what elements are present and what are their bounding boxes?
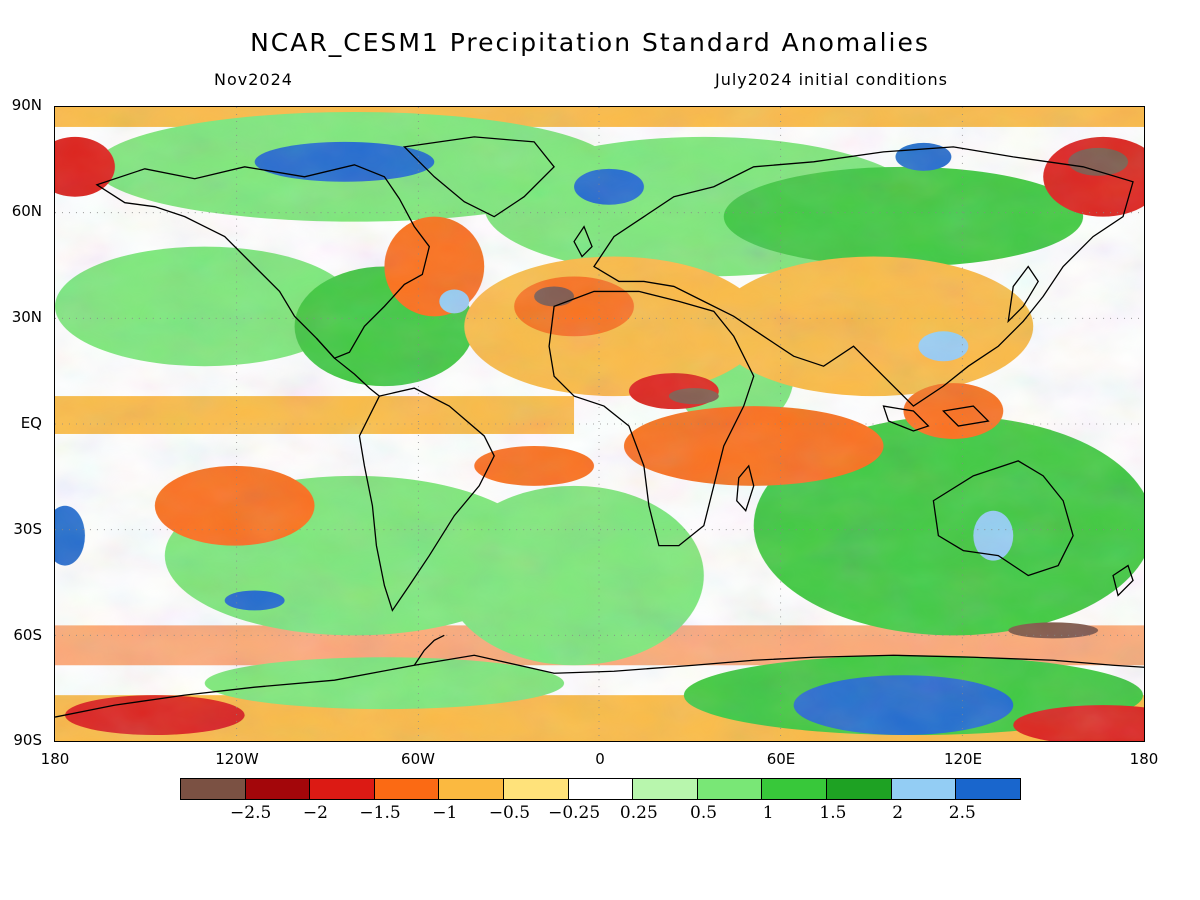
colorbar-swatch bbox=[181, 779, 246, 799]
lat-label-30n: 30N bbox=[11, 308, 42, 326]
lon-label-180w: 180 bbox=[40, 750, 70, 768]
colorbar-swatch bbox=[245, 779, 311, 799]
colorbar-swatch bbox=[891, 779, 957, 799]
colorbar-swatch bbox=[504, 779, 569, 799]
colorbar-tick-label: 2.5 bbox=[948, 803, 976, 823]
lat-label-90s: 90S bbox=[13, 731, 42, 749]
chart-title: NCAR_CESM1 Precipitation Standard Anomal… bbox=[250, 28, 930, 57]
colorbar-swatch bbox=[568, 779, 634, 799]
lon-label-120w: 120W bbox=[215, 750, 259, 768]
lon-label-60w: 60W bbox=[401, 750, 435, 768]
colorbar-swatch bbox=[439, 779, 505, 799]
colorbar-tick-label: 0.25 bbox=[619, 803, 658, 823]
colorbar-swatch bbox=[633, 779, 698, 799]
map-canvas bbox=[55, 107, 1144, 741]
noise-texture bbox=[55, 107, 1144, 741]
forecast-month: Nov2024 bbox=[214, 70, 293, 89]
colorbar-swatch bbox=[956, 779, 1020, 799]
colorbar-tick-label: −0.25 bbox=[548, 803, 601, 823]
lat-label-90n: 90N bbox=[11, 96, 42, 114]
colorbar-swatch bbox=[310, 779, 375, 799]
lon-label-180e: 180 bbox=[1129, 750, 1159, 768]
lat-label-eq: EQ bbox=[20, 414, 42, 432]
initial-conditions-label: July2024 initial conditions bbox=[715, 70, 948, 89]
colorbar-tick-label: −1.5 bbox=[359, 803, 401, 823]
colorbar-tick-label: 1.5 bbox=[819, 803, 847, 823]
colorbar-tick-label: −1 bbox=[432, 803, 458, 823]
colorbar-tick-label: 2 bbox=[892, 803, 904, 823]
lon-label-0: 0 bbox=[595, 750, 605, 768]
colorbar-tick-label: −2.5 bbox=[230, 803, 272, 823]
anomaly-map bbox=[54, 106, 1145, 742]
lon-label-120e: 120E bbox=[943, 750, 983, 768]
colorbar-tick-label: 1 bbox=[762, 803, 774, 823]
colorbar-swatch bbox=[762, 779, 828, 799]
colorbar-tick-label: −0.5 bbox=[488, 803, 531, 823]
lat-label-60n: 60N bbox=[11, 202, 42, 220]
colorbar-swatch bbox=[697, 779, 763, 799]
coastlines bbox=[55, 136, 1144, 718]
colorbar-swatch bbox=[374, 779, 440, 799]
colorbar-tick-label: −2 bbox=[302, 803, 328, 823]
colorbar-tick-label: 0.5 bbox=[690, 803, 718, 823]
lon-label-60e: 60E bbox=[766, 750, 796, 768]
colorbar bbox=[180, 778, 1021, 800]
lat-label-30s: 30S bbox=[13, 520, 42, 538]
colorbar-swatch bbox=[827, 779, 892, 799]
lat-label-60s: 60S bbox=[13, 626, 42, 644]
